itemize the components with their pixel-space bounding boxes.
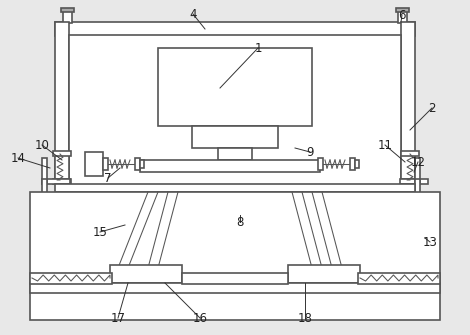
Text: 17: 17 [110, 312, 125, 325]
Bar [401, 152, 415, 184]
Bar [192, 126, 278, 148]
Bar [318, 158, 323, 170]
Bar [415, 179, 420, 194]
Bar [135, 158, 140, 170]
Bar [182, 273, 288, 284]
Text: 6: 6 [398, 8, 406, 21]
Bar [401, 22, 415, 184]
Text: 8: 8 [236, 215, 243, 228]
Bar [61, 8, 74, 12]
Bar [350, 158, 355, 170]
Bar [401, 151, 419, 156]
Bar [358, 273, 440, 284]
Bar [30, 273, 112, 284]
Bar [158, 48, 312, 126]
Text: 18: 18 [298, 312, 313, 325]
Text: 10: 10 [35, 138, 49, 151]
Bar [415, 158, 420, 184]
Bar [42, 158, 47, 184]
Text: 9: 9 [306, 145, 314, 158]
Bar [288, 265, 360, 283]
Bar [30, 192, 440, 320]
Bar [396, 8, 409, 12]
Bar [55, 22, 415, 36]
Text: 15: 15 [93, 225, 108, 239]
Text: 2: 2 [428, 102, 436, 115]
Bar [53, 179, 71, 184]
Bar [53, 151, 71, 156]
Text: 16: 16 [193, 312, 207, 325]
Bar [140, 160, 144, 168]
Bar [398, 10, 407, 23]
Bar [42, 179, 47, 194]
Text: 1: 1 [254, 42, 262, 55]
Bar [400, 179, 428, 184]
Bar [55, 152, 69, 184]
Text: 14: 14 [10, 151, 25, 164]
Bar [355, 160, 359, 168]
Bar [140, 160, 320, 172]
Bar [103, 158, 108, 170]
Text: 11: 11 [377, 138, 392, 151]
Bar [110, 265, 182, 283]
Bar [401, 179, 419, 184]
Bar [63, 10, 72, 23]
Text: 12: 12 [410, 155, 425, 169]
Text: 7: 7 [104, 172, 112, 185]
Bar [30, 283, 440, 293]
Bar [42, 179, 70, 184]
Text: 13: 13 [423, 236, 438, 249]
Bar [85, 152, 103, 176]
Bar [218, 148, 252, 160]
Bar [69, 35, 401, 185]
Bar [55, 184, 415, 192]
Text: 4: 4 [189, 7, 197, 20]
Bar [55, 22, 69, 184]
